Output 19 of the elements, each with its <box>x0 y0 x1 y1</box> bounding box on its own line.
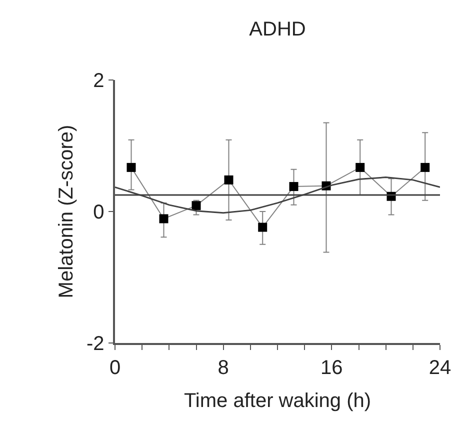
point <box>258 222 268 232</box>
point <box>420 162 430 172</box>
x-tick-label: 16 <box>320 356 343 379</box>
point <box>159 214 168 224</box>
y-tick-label: 0 <box>93 202 104 224</box>
x-tick-label: 8 <box>218 356 229 379</box>
line-series <box>115 176 440 214</box>
x-axis-title: Time after waking (h) <box>184 390 372 412</box>
y-tick-label: -2 <box>86 333 104 355</box>
x-tick-label: 0 <box>109 356 121 379</box>
point <box>356 162 365 172</box>
chart-title: ADHD <box>249 18 306 40</box>
point <box>126 162 136 172</box>
y-axis-title: Melatonin (Z-score) <box>55 124 78 298</box>
y-tick-label: 2 <box>93 70 104 92</box>
point <box>224 175 234 184</box>
point <box>289 182 298 192</box>
point <box>192 201 201 210</box>
x-tick-label: 24 <box>428 356 452 379</box>
